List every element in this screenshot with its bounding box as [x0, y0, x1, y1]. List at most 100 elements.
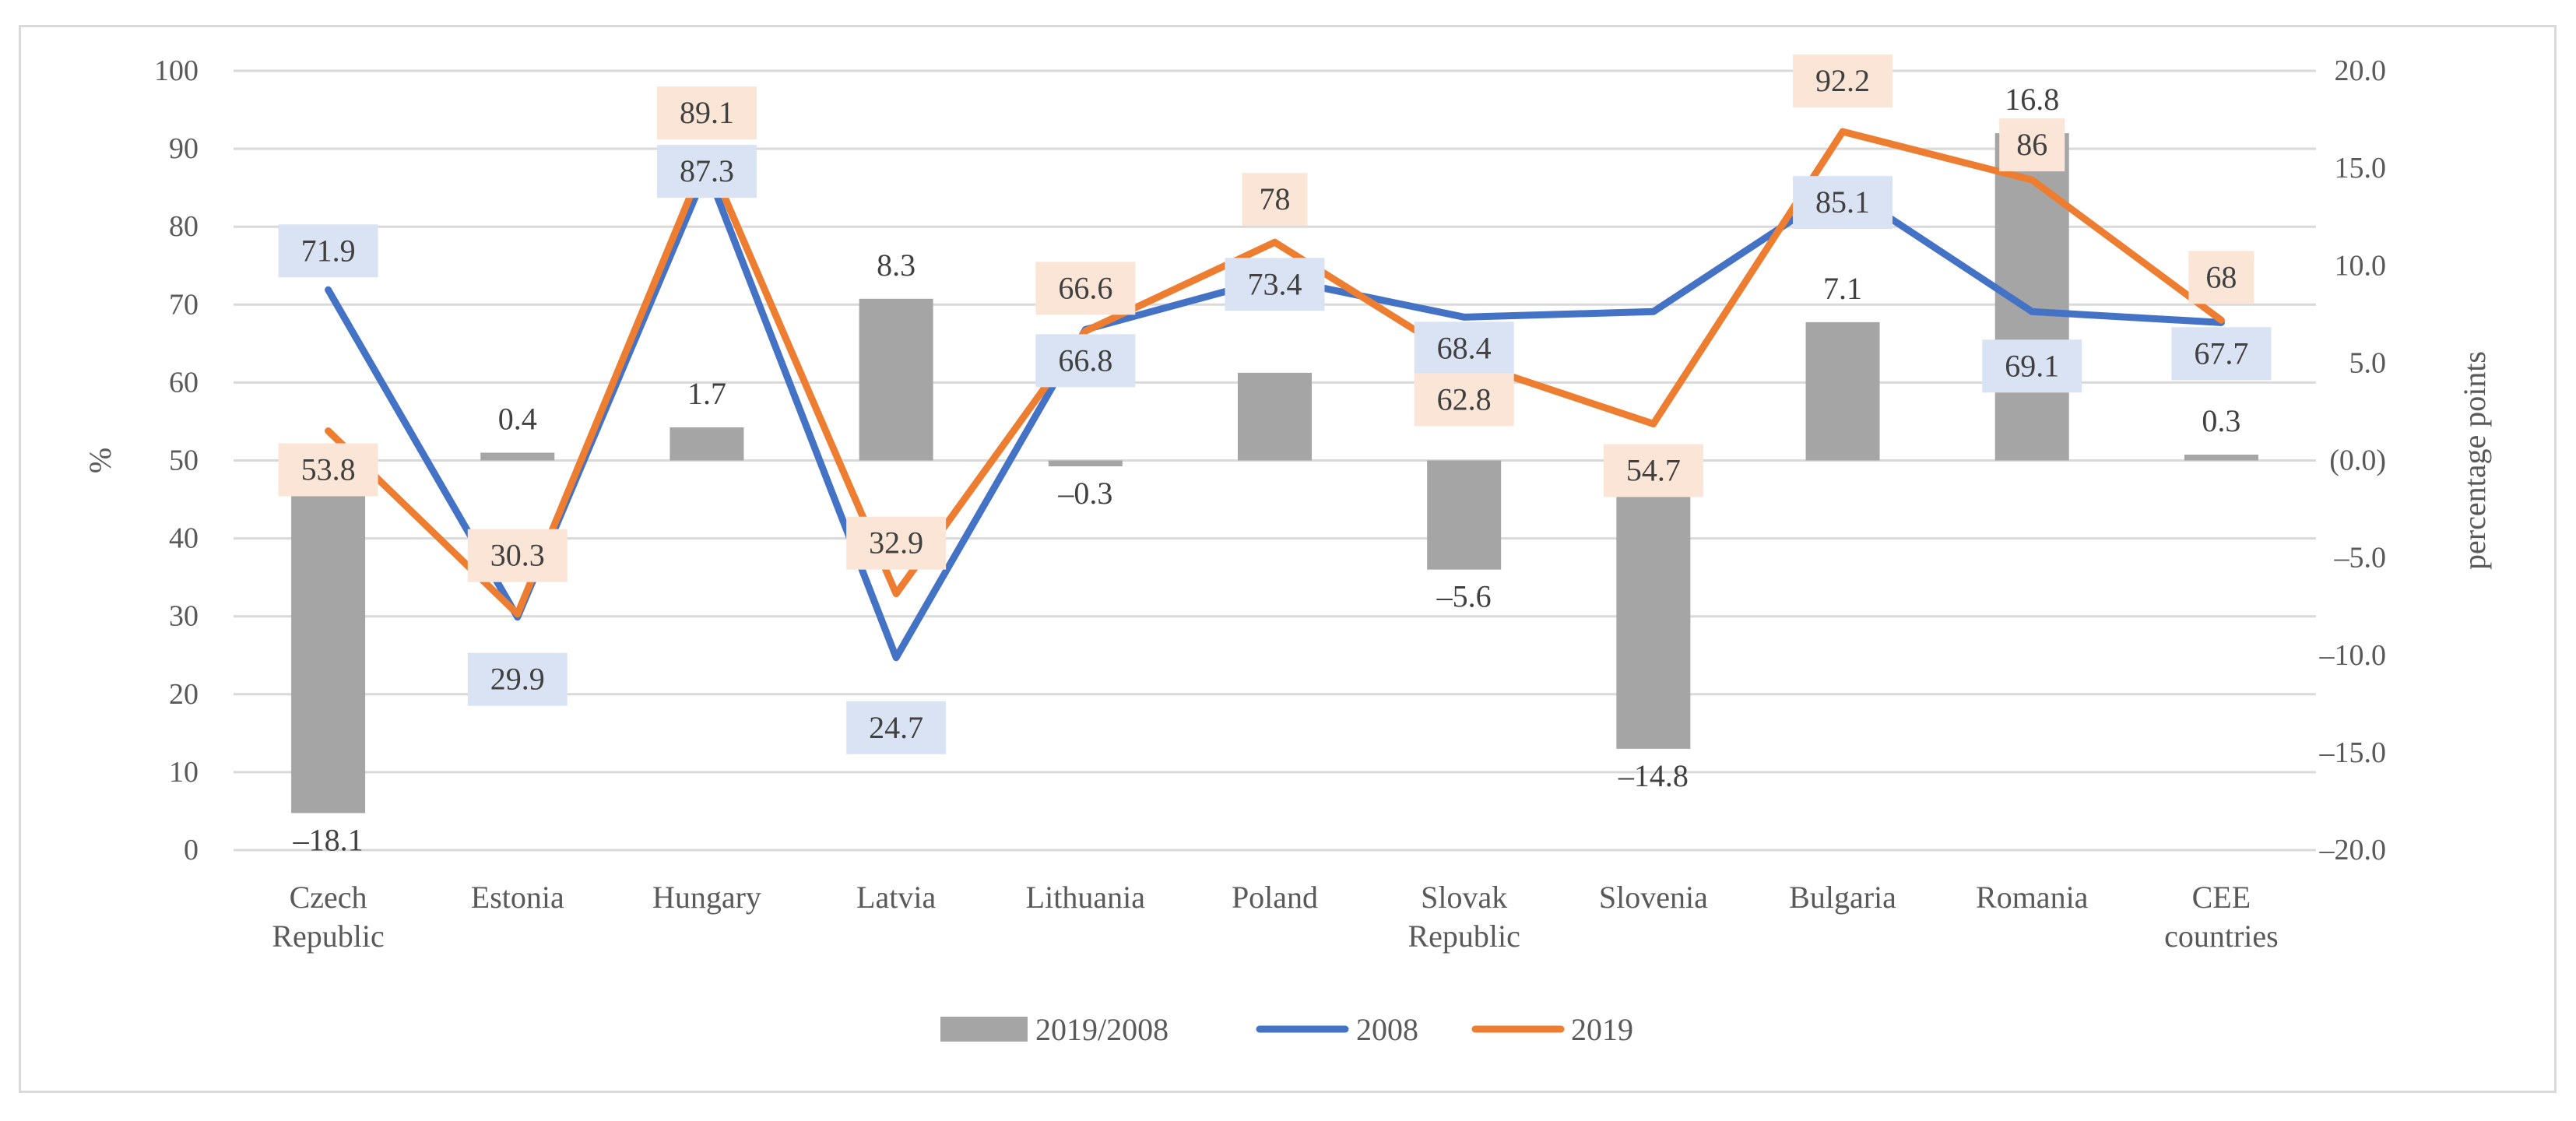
data-label-box-2019 — [1793, 54, 1893, 108]
legend-label-2019: 2019 — [1571, 1012, 1633, 1047]
data-label-box-2008 — [1982, 339, 2082, 393]
data-label-box-2019 — [1242, 173, 1308, 227]
legend-swatch-2019-2008 — [940, 1017, 1028, 1042]
line-2019 — [325, 128, 2225, 618]
line-data-label-2008: 24.7 — [869, 710, 923, 745]
right-tick-label: 20.0 — [2335, 54, 2387, 87]
category-label: Czech — [290, 880, 367, 915]
line-data-label-2019: 89.1 — [680, 95, 734, 130]
bar-2019-2008 — [1805, 322, 1880, 461]
data-label-box-2008 — [1225, 258, 1325, 311]
line-data-label-2008: 29.9 — [490, 662, 545, 697]
line-data-label-2008: 87.3 — [680, 153, 734, 188]
left-tick-label: 80 — [169, 210, 199, 243]
line-data-label-2008: 67.7 — [2194, 336, 2248, 371]
data-label-box-2008 — [467, 652, 568, 706]
line-data-label-2019: 62.8 — [1437, 381, 1492, 416]
bar-data-label: 16.8 — [2005, 82, 2059, 117]
legend: 2019/2008 2008 2019 — [940, 1012, 1633, 1047]
axes: 0 10 20 30 40 50 60 70 80 90 100 –20.0 –15.0 –10.0 –5.… — [83, 54, 2492, 954]
left-tick-label: 30 — [169, 600, 199, 633]
data-label-box-2019 — [656, 86, 757, 140]
line-data-label-2019: 53.8 — [301, 452, 356, 487]
line-data-label-2019: 30.3 — [490, 538, 545, 573]
bar-2019-2008 — [1616, 460, 1691, 749]
category-label: Estonia — [471, 880, 564, 915]
category-label: Bulgaria — [1789, 880, 1896, 915]
gridlines — [234, 69, 2316, 852]
category-label: countries — [2164, 919, 2279, 954]
bar-data-label: 0.3 — [2202, 403, 2240, 438]
bar-data-label: –18.1 — [293, 822, 364, 857]
right-tick-label: –10.0 — [2319, 639, 2387, 672]
legend-label-2019-2008: 2019/2008 — [1035, 1012, 1169, 1047]
line-data-label-2019: 86 — [2016, 127, 2047, 162]
data-label-box-2008 — [1793, 176, 1893, 230]
data-label-box-2008 — [846, 701, 947, 754]
category-label: Poland — [1232, 880, 1318, 915]
left-tick-label: 70 — [169, 288, 199, 321]
line-data-label-2008: 69.1 — [2005, 348, 2059, 383]
bar-data-label: 0.4 — [498, 401, 537, 436]
bar-2019-2008 — [291, 460, 366, 814]
bar-data-label: –14.8 — [1618, 758, 1689, 793]
bar-data-label: –5.6 — [1436, 579, 1492, 614]
right-tick-label: –20.0 — [2319, 834, 2387, 866]
data-label-box-2008 — [1035, 334, 1136, 388]
bar-2019-2008 — [1427, 460, 1502, 570]
line-data-label-2019: 92.2 — [1815, 63, 1870, 98]
bar-data-label: 1.7 — [687, 376, 726, 411]
data-label-box-2008 — [278, 224, 378, 278]
left-tick-label: 0 — [184, 834, 199, 866]
line-data-label-2008: 71.9 — [301, 233, 356, 268]
category-label: Romania — [1976, 880, 2089, 915]
category-label: CEE — [2192, 880, 2251, 915]
left-tick-label: 50 — [169, 445, 199, 477]
line-data-label-2008: 68.4 — [1437, 330, 1492, 365]
category-label: Republic — [1407, 919, 1520, 954]
data-label-box-2019 — [1999, 118, 2065, 172]
left-tick-label: 20 — [169, 678, 199, 711]
line-data-label-2008: 73.4 — [1248, 266, 1302, 301]
category-label: Hungary — [652, 880, 761, 915]
data-label-box-2008 — [1414, 322, 1514, 375]
data-labels: –18.1 0.4 1.7 8.3 –0.3 –5.6 –14.8 7.1 16.8 0.3 71.… — [278, 54, 2272, 857]
line-data-label-2008: 66.8 — [1058, 343, 1112, 378]
left-tick-label: 100 — [154, 54, 199, 87]
line-data-label-2019: 66.6 — [1058, 270, 1112, 305]
right-tick-label: 5.0 — [2349, 346, 2387, 379]
bar-2019-2008 — [669, 427, 744, 461]
line-data-label-2019: 68 — [2205, 259, 2237, 294]
left-axis-title: % — [83, 448, 118, 473]
line-data-label-2019: 32.9 — [869, 525, 923, 560]
data-label-box-2019 — [1035, 262, 1136, 315]
data-label-box-2019 — [278, 443, 378, 497]
bar-2019-2008 — [1238, 372, 1312, 461]
bar-data-label: 8.3 — [877, 248, 915, 283]
bar-2019-2008 — [2184, 454, 2258, 461]
bar-series-2019-2008 — [291, 133, 2258, 814]
right-tick-label: 10.0 — [2335, 249, 2387, 282]
right-tick-label: (0.0) — [2329, 445, 2386, 477]
category-label: Lithuania — [1026, 880, 1146, 915]
data-label-box-2019 — [1414, 373, 1514, 427]
left-tick-label: 10 — [169, 756, 199, 789]
right-tick-label: –15.0 — [2319, 736, 2387, 769]
category-label: Slovak — [1421, 880, 1507, 915]
bar-data-label: –0.3 — [1057, 476, 1112, 511]
bar-2019-2008 — [1048, 460, 1123, 467]
right-tick-label: –5.0 — [2334, 542, 2387, 575]
left-tick-label: 90 — [169, 132, 199, 165]
data-label-box-2019 — [2188, 251, 2254, 304]
legend-label-2008: 2008 — [1356, 1012, 1418, 1047]
data-label-box-2019 — [1603, 444, 1703, 497]
data-label-box-2019 — [846, 516, 947, 570]
line-data-label-2019: 54.7 — [1626, 452, 1681, 487]
data-label-box-2019 — [467, 529, 568, 582]
left-tick-label: 60 — [169, 366, 199, 399]
category-label: Slovenia — [1599, 880, 1708, 915]
data-label-box-2008 — [2171, 327, 2272, 381]
right-axis-title: percentage points — [2457, 351, 2492, 570]
bar-data-label: 7.1 — [1823, 271, 1862, 306]
